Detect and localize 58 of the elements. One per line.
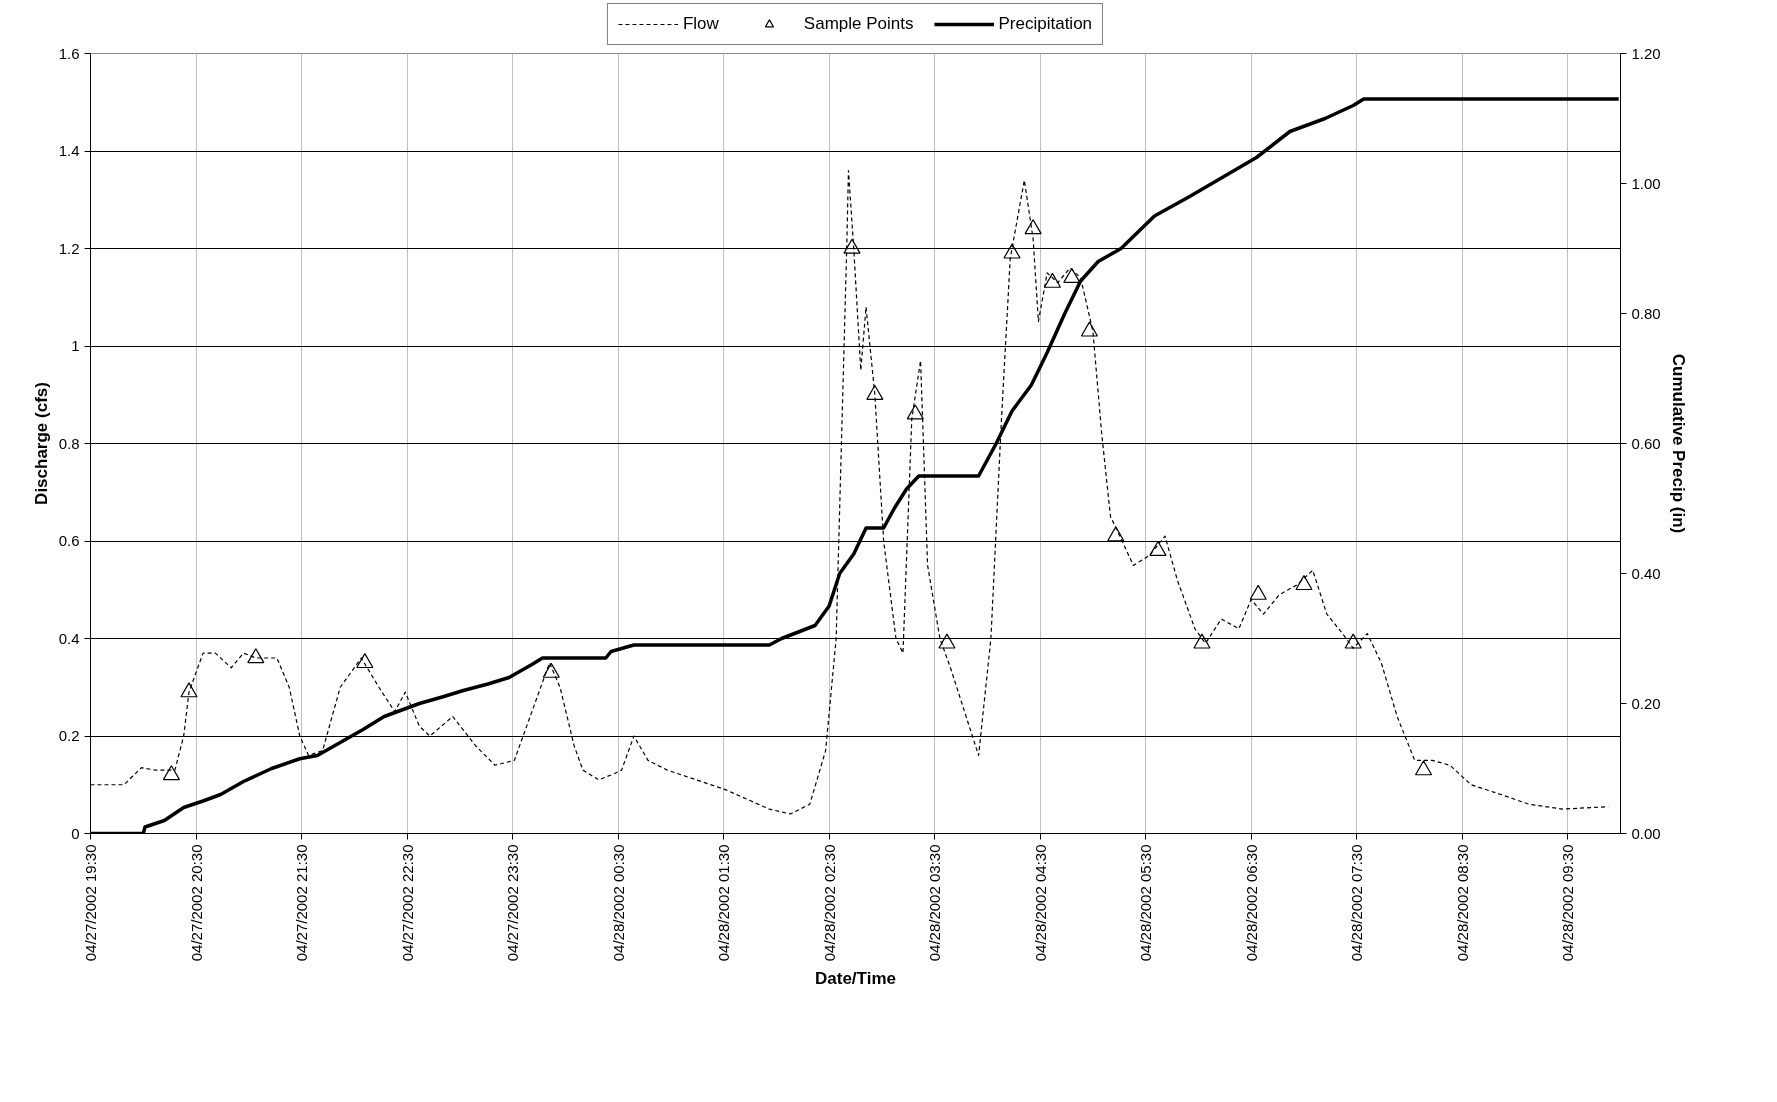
x-tick-label: 04/28/2002 00:30	[609, 844, 627, 962]
point	[938, 633, 956, 649]
point	[1024, 219, 1042, 235]
x-tick-label: 04/28/2002 05:30	[1137, 844, 1155, 962]
point	[1080, 321, 1098, 337]
point	[180, 682, 198, 698]
x-tick-label: 04/28/2002 01:30	[715, 844, 733, 962]
x-tick-label: 04/27/2002 23:30	[504, 844, 522, 962]
y-tick-label: 0.2	[58, 727, 80, 744]
x-tick-label: 04/27/2002 19:30	[82, 844, 99, 962]
x-axis-title: Date/Time	[815, 969, 896, 989]
x-tick-label: 04/28/2002 09:30	[1559, 844, 1577, 962]
point	[1295, 575, 1313, 591]
y-tick-label: 0.6	[58, 532, 80, 549]
point	[1414, 760, 1433, 776]
point	[247, 648, 265, 664]
legend-label: Precipitation	[998, 14, 1093, 34]
y2-tick-label: 0.20	[1631, 694, 1661, 712]
y-tick-label: 1	[71, 337, 80, 354]
x-tick-label: 04/28/2002 04:30	[1031, 844, 1049, 962]
y-tick-label: 1.4	[58, 142, 80, 159]
point	[1043, 272, 1062, 288]
y-tick-label: 1.6	[58, 44, 80, 62]
y2-tick-label: 1.20	[1631, 44, 1661, 62]
y-tick-label: 1.2	[58, 239, 80, 257]
point	[1344, 633, 1362, 649]
y-tick-label: 0	[71, 824, 80, 842]
x-tick-label: 04/27/2002 21:30	[293, 844, 311, 962]
point	[1003, 243, 1021, 259]
x-tick-label: 04/27/2002 22:30	[398, 844, 416, 962]
x-tick-label: 04/28/2002 08:30	[1453, 844, 1471, 962]
point	[542, 662, 560, 678]
y2-axis-title: Cumulative Precip (in)	[1668, 353, 1688, 534]
point	[1193, 633, 1211, 649]
y2-tick-label: 0.80	[1631, 304, 1661, 322]
point	[1063, 267, 1081, 283]
point	[162, 765, 180, 781]
point	[1249, 584, 1267, 600]
y-tick-label: 0.4	[58, 629, 80, 647]
y2-tick-label: 0.60	[1631, 434, 1661, 452]
y2-tick-label: 0.40	[1631, 564, 1661, 582]
x-tick-label: 04/28/2002 03:30	[926, 844, 944, 962]
x-tick-label: 04/28/2002 02:30	[820, 844, 838, 962]
point	[906, 404, 924, 420]
y2-tick-label: 1.00	[1631, 174, 1661, 192]
y-tick-label: 0.8	[58, 434, 80, 452]
x-tick-label: 04/27/2002 20:30	[187, 844, 205, 962]
x-tick-label: 04/28/2002 06:30	[1242, 844, 1260, 962]
point	[1149, 540, 1167, 556]
legend-label: Flow	[682, 14, 719, 34]
y-axis-title: Discharge (cfs)	[31, 382, 51, 505]
point	[356, 653, 374, 669]
point	[843, 238, 861, 254]
x-tick-label: 04/28/2002 07:30	[1348, 844, 1366, 962]
point	[866, 384, 884, 400]
legend-label: Sample Points	[803, 14, 914, 34]
y2-tick-label: 0.00	[1631, 824, 1661, 842]
point	[1107, 526, 1125, 542]
